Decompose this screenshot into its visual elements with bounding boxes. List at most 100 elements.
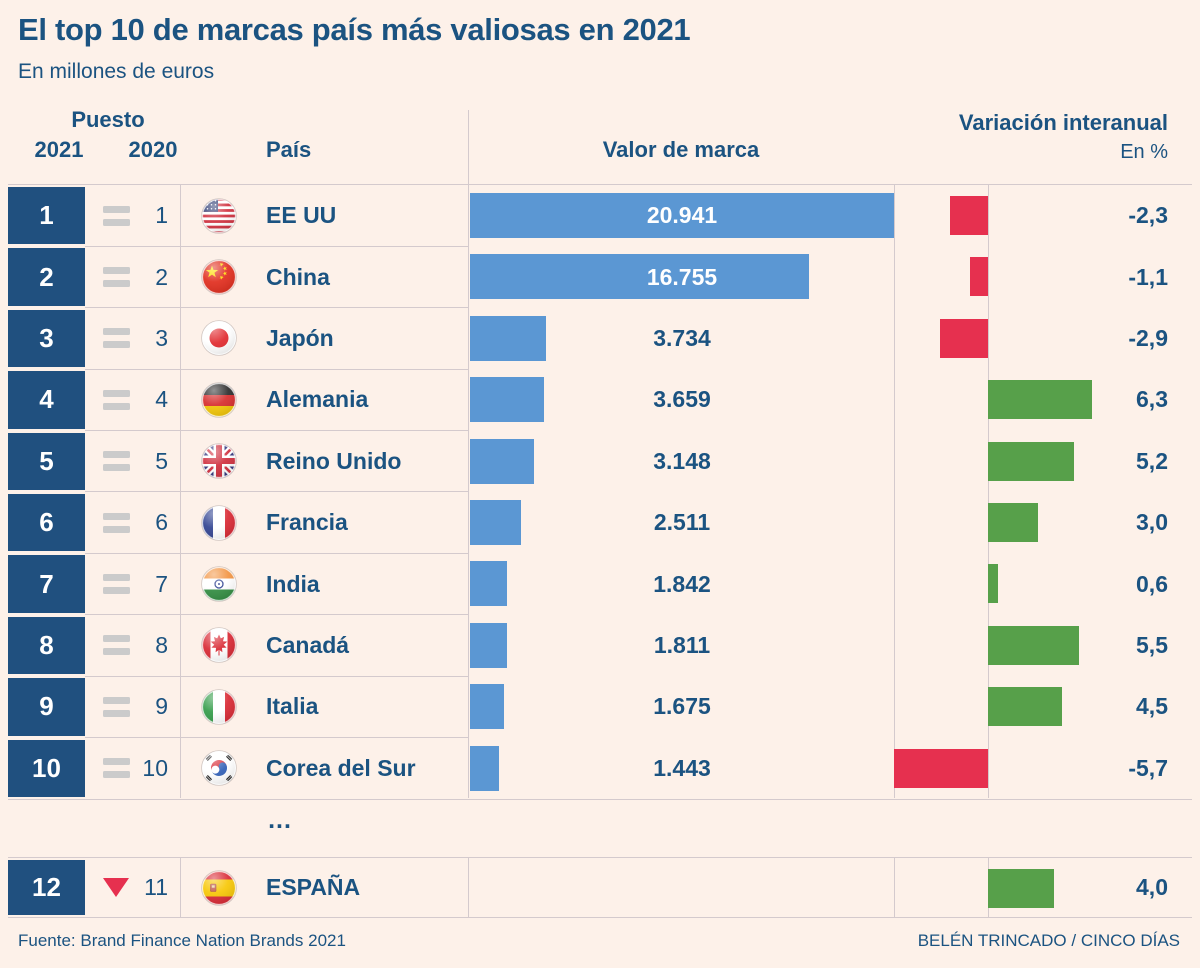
country-name: China — [266, 263, 330, 290]
variation-label: 4,0 — [1136, 874, 1168, 900]
rank-2021-value: 3 — [39, 322, 54, 353]
rank-2021-value: 5 — [39, 445, 54, 476]
brand-value-label: 1.842 — [653, 570, 711, 597]
brand-value-label: 20.941 — [646, 202, 718, 229]
variation-label: -1,1 — [1128, 263, 1168, 290]
rank-2021-badge: 4 — [8, 371, 85, 429]
rank-2020-value: 7 — [155, 570, 168, 597]
equals-icon — [103, 512, 130, 520]
rank-2021-value: 10 — [32, 752, 61, 783]
country-name: Alemania — [266, 386, 369, 413]
table-row: 9 9 Italia 1.675 4,5 — [8, 676, 1192, 739]
col-header-variacion-interanual: Variación interanual — [958, 110, 1168, 135]
country-name: ESPAÑA — [266, 874, 361, 900]
rank-2021-badge: 8 — [8, 616, 85, 675]
equals-icon — [103, 587, 130, 595]
trend-cell — [95, 185, 139, 246]
jp-flag-icon — [201, 320, 237, 357]
variation-bar — [988, 625, 1079, 665]
rank-2020-value: 10 — [142, 754, 168, 781]
trend-cell — [95, 615, 139, 676]
trend-cell — [95, 246, 139, 307]
equals-icon — [103, 648, 130, 656]
equals-icon — [103, 402, 130, 410]
trend-cell — [95, 308, 139, 369]
table-row: 5 5 Reino Unido 3.148 5,2 — [8, 431, 1192, 493]
equals-icon — [103, 205, 130, 213]
brand-value-label: 1.811 — [653, 631, 711, 658]
variation-bar — [894, 748, 988, 788]
equals-icon — [103, 696, 130, 704]
rank-2020-value: 9 — [155, 693, 168, 720]
equals-icon — [103, 218, 130, 226]
rank-2021-value: 12 — [32, 872, 61, 902]
brand-value-label: 1.443 — [653, 754, 711, 781]
divider-rank-column — [180, 184, 181, 798]
divider-rank-column-espana — [180, 857, 181, 918]
divider-pais-column-espana — [468, 857, 469, 918]
table-row: 8 8 Canadá 1.811 5,5 — [8, 615, 1192, 678]
variation-bar — [969, 257, 989, 297]
equals-icon — [103, 280, 130, 288]
country-name: Canadá — [266, 631, 350, 658]
brand-value-label: 3.659 — [653, 386, 711, 413]
variation-label: 6,3 — [1136, 386, 1168, 413]
variation-bar — [940, 318, 988, 358]
brand-value-label: 1.675 — [653, 693, 711, 720]
rank-2021-value: 1 — [39, 200, 54, 231]
flag-cell — [201, 858, 237, 917]
country-name: Corea del Sur — [266, 754, 416, 781]
variation-bar — [988, 564, 998, 604]
flag-cell — [201, 431, 237, 492]
flag-cell — [201, 246, 237, 307]
variation-label: 3,0 — [1136, 509, 1168, 536]
rank-2021-badge: 9 — [8, 678, 85, 736]
rank-2021-badge: 12 — [8, 860, 85, 915]
flag-cell — [201, 369, 237, 430]
brand-value-label: 3.148 — [653, 447, 711, 474]
brand-value-label: 3.734 — [653, 324, 711, 351]
rank-2021-value: 9 — [39, 691, 54, 722]
table-row: 4 4 Alemania 3.659 6,3 — [8, 369, 1192, 432]
table-row: 6 6 Francia 2.511 3,0 — [8, 492, 1192, 555]
rank-2020-value: 11 — [144, 874, 168, 900]
rank-2021-badge: 3 — [8, 309, 85, 368]
equals-icon — [103, 525, 130, 533]
country-name: Japón — [266, 324, 334, 351]
table-row: 1 1 EE UU 20.941 -2,3 — [8, 185, 1192, 248]
in-flag-icon — [201, 566, 237, 602]
kr-flag-icon — [201, 750, 237, 787]
trend-cell — [95, 553, 139, 614]
rank-2021-badge: 5 — [8, 432, 85, 490]
country-name: Italia — [266, 693, 319, 720]
equals-icon — [103, 464, 130, 472]
equals-icon — [103, 758, 130, 766]
rank-2020-value: 6 — [155, 509, 168, 536]
brand-value-bar — [470, 254, 810, 300]
author-credit: BELÉN TRINCADO / CINCO DÍAS — [917, 931, 1180, 950]
brand-value-bar — [470, 561, 508, 607]
rank-2021-badge: 10 — [8, 739, 85, 797]
ca-flag-icon — [201, 627, 237, 664]
trend-cell — [95, 676, 139, 737]
col-header-puesto: Puesto — [71, 107, 145, 132]
variation-bar — [988, 441, 1074, 481]
variation-bar — [988, 869, 1054, 908]
de-flag-icon — [201, 382, 237, 418]
variation-bar — [988, 687, 1063, 727]
equals-icon — [103, 574, 130, 582]
rank-2021-value: 4 — [39, 384, 54, 415]
divider-pais-column — [468, 110, 469, 798]
ranking-table: 1 1 EE UU 20.941 -2,3 2 2 China 16.755 -… — [8, 184, 1192, 800]
triangle-down-icon — [103, 878, 129, 897]
brand-value-bar — [470, 315, 546, 361]
col-header-2021: 2021 — [34, 137, 84, 162]
rank-2021-value: 7 — [39, 568, 54, 599]
rank-2021-badge: 1 — [8, 187, 85, 245]
equals-icon — [103, 267, 130, 275]
flag-cell — [201, 492, 237, 553]
equals-icon — [103, 451, 130, 459]
flag-cell — [201, 676, 237, 737]
trend-cell — [95, 369, 139, 430]
